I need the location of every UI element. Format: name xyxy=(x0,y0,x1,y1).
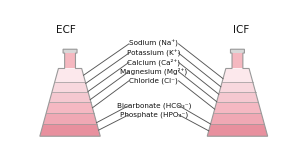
Polygon shape xyxy=(55,68,86,82)
Polygon shape xyxy=(211,113,264,124)
Text: Phosphate (HPO₄⁻): Phosphate (HPO₄⁻) xyxy=(120,111,188,118)
Text: Sodium (Na⁺): Sodium (Na⁺) xyxy=(129,40,178,48)
Polygon shape xyxy=(230,49,244,53)
Polygon shape xyxy=(222,68,253,82)
Polygon shape xyxy=(63,49,77,53)
Text: ECF: ECF xyxy=(56,25,76,35)
Text: Bicarbonate (HCO₃⁻): Bicarbonate (HCO₃⁻) xyxy=(117,102,191,109)
Polygon shape xyxy=(46,102,94,113)
Polygon shape xyxy=(52,82,88,92)
Text: Magnesium (Mg²⁺): Magnesium (Mg²⁺) xyxy=(120,68,187,75)
Polygon shape xyxy=(40,124,100,136)
Text: ICF: ICF xyxy=(233,25,250,35)
Polygon shape xyxy=(232,53,243,68)
Polygon shape xyxy=(64,53,76,68)
Polygon shape xyxy=(219,82,256,92)
Polygon shape xyxy=(43,113,97,124)
Polygon shape xyxy=(49,92,91,102)
Polygon shape xyxy=(217,92,258,102)
Polygon shape xyxy=(207,124,268,136)
Text: Chloride (Cl⁻): Chloride (Cl⁻) xyxy=(129,78,178,84)
Text: Calcium (Ca²⁺): Calcium (Ca²⁺) xyxy=(127,59,180,66)
Polygon shape xyxy=(214,102,261,113)
Text: Potassium (K⁺): Potassium (K⁺) xyxy=(127,49,180,57)
